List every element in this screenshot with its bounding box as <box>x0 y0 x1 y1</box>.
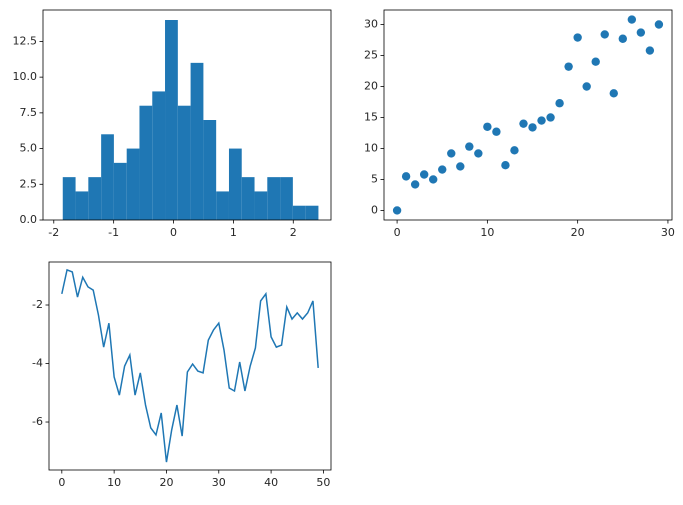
point <box>483 122 492 131</box>
x-tick-label: 40 <box>264 476 278 489</box>
y-tick-label: -4 <box>32 357 43 370</box>
point <box>465 142 474 151</box>
y-tick-label: 15 <box>364 110 378 123</box>
x-tick-label: 30 <box>661 226 675 239</box>
point <box>438 165 447 174</box>
point <box>609 89 618 98</box>
bar <box>292 205 306 220</box>
point <box>519 119 528 128</box>
point <box>600 30 609 39</box>
bar <box>75 191 89 220</box>
bar <box>126 148 140 220</box>
x-tick-label: 0 <box>394 226 401 239</box>
x-tick-label: 20 <box>159 476 173 489</box>
x-tick-label: -1 <box>108 226 119 239</box>
point <box>627 15 637 24</box>
y-tick-label: 20 <box>364 79 378 92</box>
y-tick-label: 12.5 <box>13 34 38 47</box>
point <box>510 146 519 155</box>
bar <box>190 62 204 220</box>
x-tick-label: 20 <box>571 226 585 239</box>
point <box>555 99 564 108</box>
y-tick-label: 2.5 <box>20 177 38 190</box>
bar <box>216 191 229 220</box>
bar <box>177 105 191 220</box>
point <box>429 175 438 184</box>
axes-frame <box>383 9 673 221</box>
point <box>474 149 483 158</box>
point <box>456 162 465 171</box>
y-tick-label: 10 <box>364 141 378 154</box>
bar <box>62 177 76 220</box>
bar <box>152 91 166 220</box>
axes-frame <box>42 9 332 221</box>
y-tick-label: 5.0 <box>20 142 38 155</box>
y-tick-label: -2 <box>32 298 43 311</box>
y-tick-label: 0 <box>371 203 378 216</box>
point <box>564 62 573 71</box>
x-tick-label: 2 <box>290 226 297 239</box>
y-tick-label: 0.0 <box>20 213 38 226</box>
point <box>492 127 501 136</box>
bar <box>101 134 114 220</box>
y-tick-label: 5 <box>371 172 378 185</box>
bar <box>241 177 255 220</box>
point <box>591 57 600 66</box>
bar <box>267 177 281 220</box>
x-tick-label: 10 <box>107 476 121 489</box>
point <box>573 33 582 42</box>
point <box>419 170 429 179</box>
point <box>528 123 537 132</box>
point <box>636 28 646 37</box>
x-tick-label: 1 <box>230 226 237 239</box>
point <box>618 34 627 43</box>
bar <box>165 20 178 220</box>
point <box>546 113 555 122</box>
x-tick-label: 10 <box>480 226 494 239</box>
point <box>537 116 546 125</box>
bar <box>113 162 127 220</box>
bar <box>203 120 217 220</box>
point <box>654 20 664 29</box>
point <box>582 82 591 91</box>
x-tick-label: 50 <box>316 476 330 489</box>
axes-frame <box>48 261 332 471</box>
point <box>645 46 655 55</box>
bar <box>139 105 153 220</box>
x-tick-label: -2 <box>48 226 59 239</box>
x-tick-label: 0 <box>58 476 65 489</box>
point <box>447 149 456 158</box>
bar <box>280 177 293 220</box>
point <box>501 161 510 170</box>
bar <box>254 191 268 220</box>
point <box>410 180 420 189</box>
y-tick-label: 25 <box>364 48 378 61</box>
line <box>61 268 319 463</box>
bar <box>88 177 102 220</box>
y-tick-label: 7.5 <box>20 106 38 119</box>
point <box>401 172 411 181</box>
bar <box>305 205 319 220</box>
bar <box>228 148 242 220</box>
y-tick-label: 30 <box>364 18 378 31</box>
y-tick-label: 10.0 <box>13 70 38 83</box>
point <box>392 206 402 215</box>
x-tick-label: 0 <box>170 226 177 239</box>
x-tick-label: 30 <box>212 476 226 489</box>
y-tick-label: -6 <box>32 415 43 428</box>
